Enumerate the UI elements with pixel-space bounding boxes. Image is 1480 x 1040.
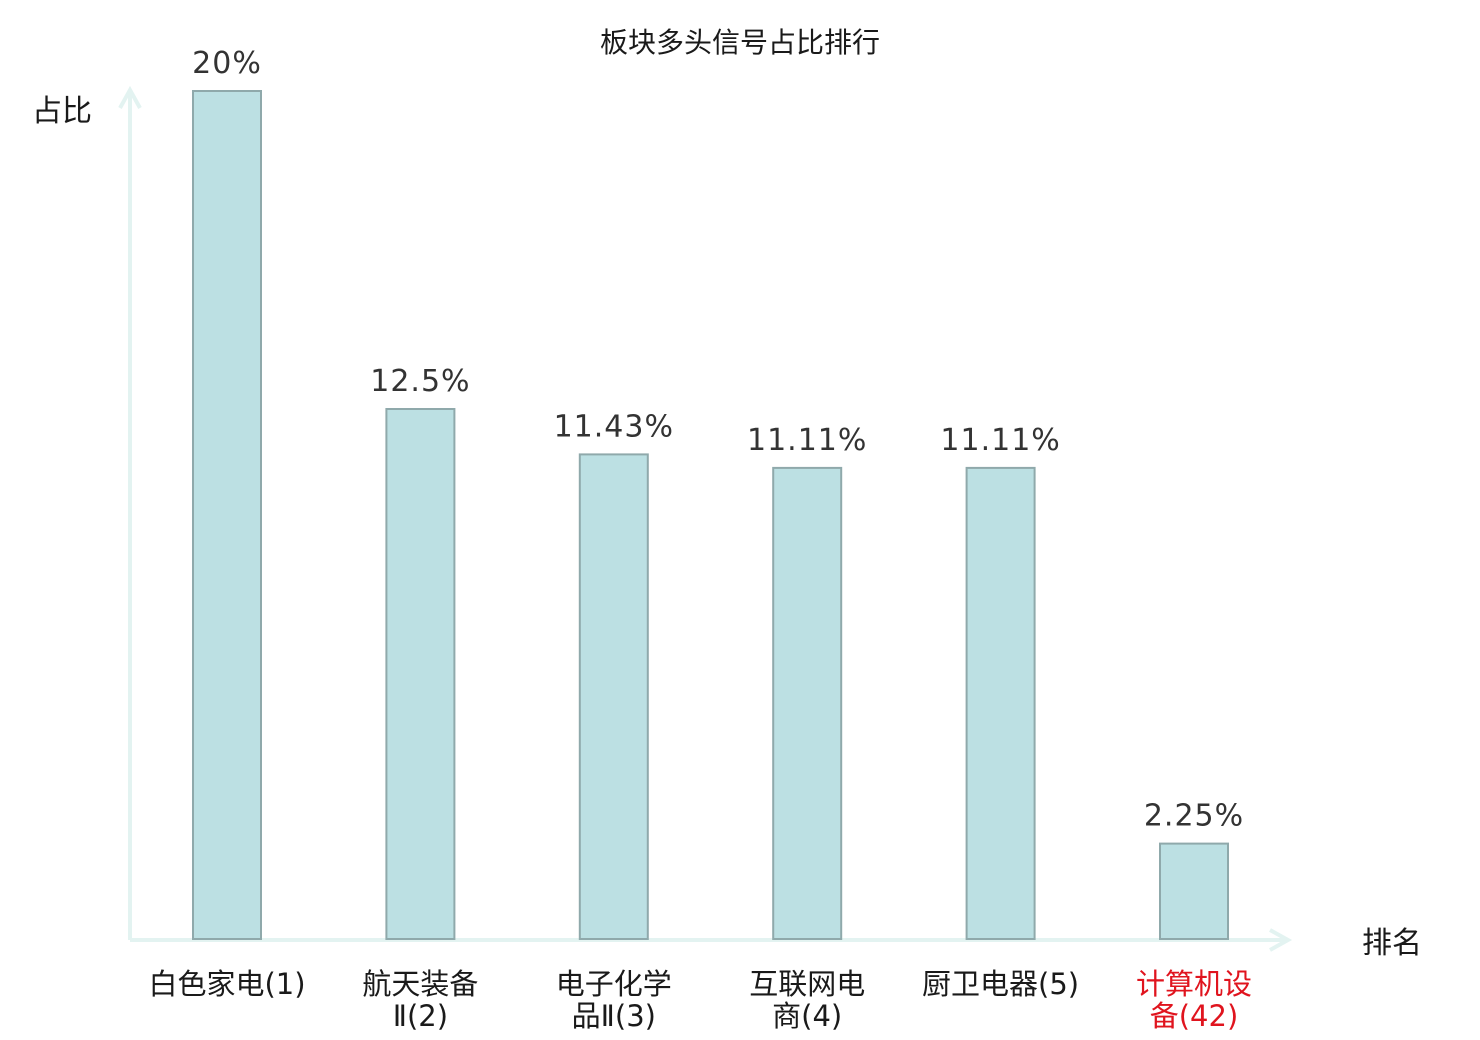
x-tick-label-line: 厨卫电器(5) xyxy=(922,967,1079,1001)
x-tick-label-1: 白色家电(1) xyxy=(148,967,305,1001)
axes xyxy=(118,85,1293,952)
x-tick-label-4: 互联网电商(4) xyxy=(749,967,865,1033)
data-labels: 20% 12.5% 11.43% 11.11% 11.11% 2.25% xyxy=(192,46,1244,834)
bar-6 xyxy=(1159,842,1229,940)
bar-3 xyxy=(578,453,649,940)
bar-1 xyxy=(192,90,262,940)
x-tick-label-line: Ⅱ(2) xyxy=(393,999,448,1033)
x-tick-label-line: 航天装备 xyxy=(362,967,478,1001)
x-tick-label-line: 白色家电(1) xyxy=(148,967,305,1001)
x-tick-label-2: 航天装备 Ⅱ(2) xyxy=(362,967,478,1033)
x-tick-label-5: 厨卫电器(5) xyxy=(922,967,1079,1001)
x-tick-label-3: 电子化学品Ⅱ(3) xyxy=(556,967,672,1033)
x-tick-label-line: 品Ⅱ(3) xyxy=(572,999,656,1033)
x-axis-label: 排名 xyxy=(1362,926,1422,961)
y-axis-label: 占比 xyxy=(32,94,92,129)
x-tick-labels: 白色家电(1) 航天装备 Ⅱ(2) 电子化学品Ⅱ(3) 互联网电商(4) 厨卫电器(5) 计… xyxy=(148,967,1252,1033)
data-label-6: 2.25% xyxy=(1144,799,1244,834)
chart-title: 板块多头信号占比排行 xyxy=(600,26,880,59)
x-tick-label-line: 互联网电 xyxy=(749,967,865,1001)
bar-2 xyxy=(385,408,456,940)
data-label-4: 11.11% xyxy=(747,423,867,458)
x-tick-label-line: 备(42) xyxy=(1150,999,1239,1033)
x-tick-label-6: 计算机设备(42) xyxy=(1136,967,1252,1033)
bars xyxy=(192,90,1229,940)
bar-5 xyxy=(965,466,1036,940)
x-tick-label-line: 电子化学 xyxy=(556,967,672,1001)
data-label-2: 12.5% xyxy=(370,364,470,399)
x-tick-label-line: 商(4) xyxy=(772,999,842,1033)
y-axis-arrow xyxy=(118,85,142,109)
x-axis-arrow xyxy=(1269,928,1293,952)
data-label-1: 20% xyxy=(192,46,262,81)
data-label-3: 11.43% xyxy=(554,409,674,444)
bar-4 xyxy=(772,466,843,940)
data-label-5: 11.11% xyxy=(940,423,1060,458)
x-tick-label-line: 计算机设 xyxy=(1136,967,1252,1001)
